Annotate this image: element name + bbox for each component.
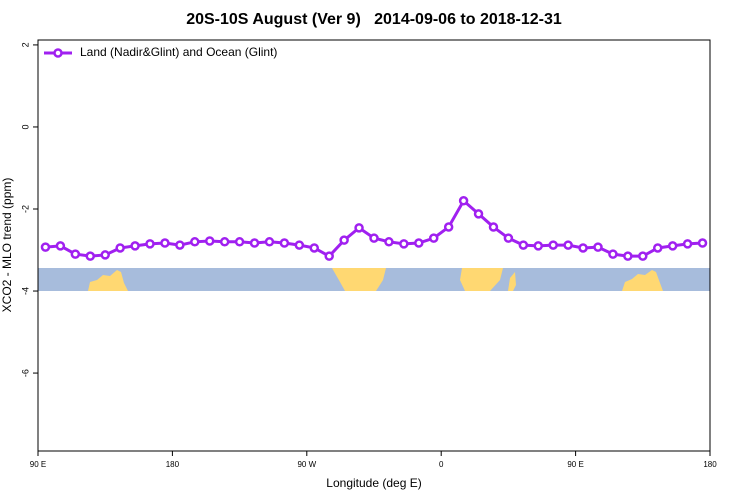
y-axis-label: XCO2 - MLO trend (ppm) [0, 178, 14, 313]
data-point [279, 238, 290, 248]
data-point [399, 239, 409, 249]
data-point [503, 233, 514, 243]
data-point [175, 240, 185, 250]
data-point [533, 241, 544, 251]
data-point [115, 243, 125, 253]
legend-marker [53, 48, 63, 58]
data-point [682, 239, 693, 249]
x-tick-label: 90 E [30, 460, 46, 469]
data-point [309, 243, 320, 253]
data-point [548, 240, 558, 250]
data-point [55, 241, 66, 251]
data-point [697, 238, 708, 248]
x-tick-label: 90 E [567, 460, 583, 469]
y-tick-label: -6 [20, 369, 30, 377]
y-tick-label: -2 [20, 205, 30, 213]
data-point [623, 251, 633, 261]
data-point [85, 251, 96, 261]
data-point [354, 223, 364, 233]
data-point [667, 241, 678, 251]
plot-frame [37, 39, 711, 452]
data-point [339, 235, 349, 245]
legend-label: Land (Nadir&Glint) and Ocean (Glint) [80, 45, 277, 59]
data-point [234, 237, 245, 247]
data-point [190, 237, 200, 247]
data-point [40, 242, 51, 252]
data-point [70, 249, 81, 259]
x-axis-label: Longitude (deg E) [326, 476, 421, 490]
data-point [608, 249, 618, 259]
data-point [160, 238, 170, 248]
data-point [145, 239, 155, 249]
x-tick-label: 180 [703, 460, 717, 469]
y-tick-label: -4 [20, 287, 30, 295]
data-point [473, 209, 484, 219]
data-point [294, 240, 305, 250]
land-shape [508, 272, 516, 291]
x-tick-label: 0 [439, 460, 444, 469]
data-point [100, 250, 110, 260]
land-shape [622, 270, 663, 291]
x-tick-label: 90 W [297, 460, 316, 469]
data-point [428, 233, 439, 243]
data-point [593, 242, 603, 252]
land-shape [460, 268, 503, 291]
data-point [638, 251, 648, 261]
data-point [204, 236, 215, 246]
data-point [384, 237, 394, 247]
map-strip [38, 268, 710, 291]
y-tick-label: 0 [20, 124, 30, 129]
data-point [652, 243, 663, 253]
data-point [324, 251, 334, 261]
chart-title: 20S-10S August (Ver 9) 2014-09-06 to 201… [186, 11, 562, 28]
data-point [518, 240, 529, 250]
data-point [563, 240, 573, 250]
data-point [264, 237, 275, 247]
data-point [369, 233, 379, 243]
data-point [443, 222, 454, 232]
data-point [488, 222, 499, 232]
data-point [130, 241, 140, 251]
x-tick-label: 180 [166, 460, 180, 469]
land-shape [88, 270, 128, 291]
data-point [249, 238, 260, 248]
data-point [578, 243, 588, 253]
land-shape [332, 268, 386, 291]
data-point [414, 238, 424, 248]
data-point [458, 196, 469, 206]
y-tick-label: 2 [20, 42, 30, 47]
data-point [219, 237, 230, 247]
